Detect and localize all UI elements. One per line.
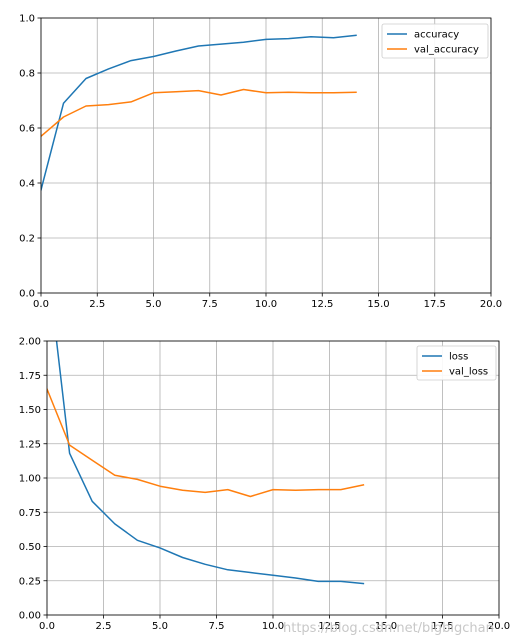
x-tick-label: 7.5 (202, 299, 218, 310)
series-line-val_loss (47, 388, 365, 498)
x-tick-label: 0.0 (39, 621, 55, 632)
x-tick-label: 12.5 (311, 299, 333, 310)
x-tick-label: 12.5 (318, 621, 340, 632)
x-tick-label: 0.0 (33, 299, 49, 310)
legend-label-val_accuracy: val_accuracy (414, 45, 479, 56)
y-tick-label: 1.75 (19, 371, 41, 382)
x-tick-label: 15.0 (375, 621, 397, 632)
accuracy-chart: 0.0 2.5 5.0 7.5 10.0 12.5 15.0 17.5 20.0 0.0 0.2 0.… (19, 14, 502, 311)
y-tick-label: 0.75 (19, 508, 41, 519)
x-tick-label: 20.0 (480, 299, 502, 310)
legend-box (381, 23, 489, 59)
y-tick-label: 0.2 (19, 234, 35, 245)
loss-chart: 0.0 2.5 5.0 7.5 10.0 12.5 15.0 17.5 20.0 0.00 0.25… (19, 337, 510, 633)
y-tick-label: 1.00 (19, 474, 41, 485)
x-tick-label: 2.5 (89, 299, 105, 310)
y-tick-label: 0.4 (19, 179, 35, 190)
y-tick-label: 1.50 (19, 405, 41, 416)
legend: accuracy val_accuracy (381, 23, 489, 59)
series-line-accuracy (41, 34, 357, 191)
series-group (41, 34, 357, 191)
axes-frame (46, 340, 500, 616)
legend-label-val_loss: val_loss (449, 367, 488, 378)
y-tick-label: 0.25 (19, 576, 41, 587)
y-tick-label: 0.6 (19, 124, 35, 135)
y-tick-label: 1.25 (19, 439, 41, 450)
x-tick-label: 20.0 (488, 621, 510, 632)
legend: loss val_loss (416, 345, 497, 381)
legend-label-accuracy: accuracy (414, 30, 459, 41)
y-tick-label: 0.8 (19, 69, 35, 80)
x-tick-label: 5.0 (146, 299, 162, 310)
x-tick-label: 5.0 (152, 621, 168, 632)
x-tick-label: 15.0 (367, 299, 389, 310)
axes-frame (40, 17, 492, 294)
y-tick-label: 1.0 (19, 14, 35, 25)
series-line-loss (55, 341, 365, 585)
y-tick-label: 2.00 (19, 337, 41, 348)
x-tick-label: 10.0 (255, 299, 277, 310)
series-group (47, 341, 365, 585)
y-tick-label: 0.00 (19, 611, 41, 622)
x-tick-label: 17.5 (431, 621, 453, 632)
x-tick-label: 17.5 (424, 299, 446, 310)
series-line-val_accuracy (41, 88, 357, 138)
x-tick-label: 7.5 (209, 621, 225, 632)
y-tick-label: 0.50 (19, 542, 41, 553)
legend-label-loss: loss (449, 352, 468, 363)
y-tick-label: 0.0 (19, 289, 35, 300)
x-tick-label: 2.5 (96, 621, 112, 632)
watermark: https://blog.csdn.net/bigbigchan (283, 621, 494, 636)
x-tick-label: 10.0 (262, 621, 284, 632)
